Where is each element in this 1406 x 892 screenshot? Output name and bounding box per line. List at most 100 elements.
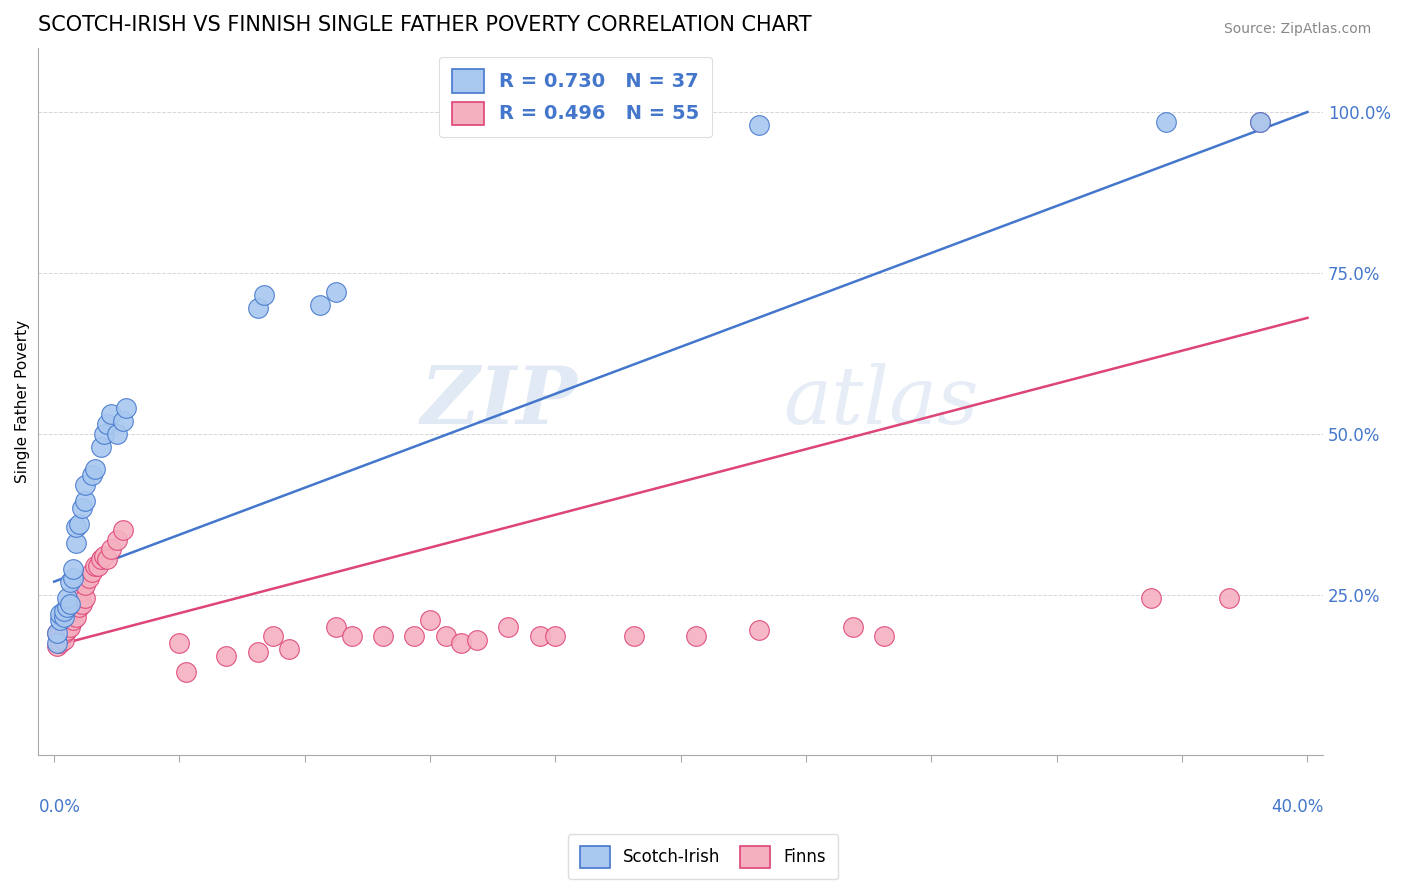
Point: [263, 629, 285, 643]
Point: [46, 626, 69, 640]
Point: [65, 597, 87, 611]
Point: [90, 552, 112, 566]
Point: [100, 542, 122, 557]
Point: [685, 629, 707, 643]
Point: [52, 610, 75, 624]
Point: [115, 401, 138, 415]
Point: [75, 578, 97, 592]
Point: [404, 629, 426, 643]
Point: [46, 639, 69, 653]
Point: [62, 571, 84, 585]
Point: [59, 620, 82, 634]
Text: 40.0%: 40.0%: [1271, 797, 1323, 816]
Point: [55, 591, 77, 605]
Point: [80, 565, 103, 579]
Point: [309, 298, 332, 312]
Point: [55, 613, 77, 627]
Point: [465, 632, 488, 647]
Point: [67, 591, 90, 605]
Point: [65, 520, 87, 534]
Point: [46, 636, 69, 650]
Point: [75, 591, 97, 605]
Point: [75, 478, 97, 492]
Point: [529, 629, 551, 643]
Point: [246, 301, 269, 316]
Point: [52, 632, 75, 647]
Point: [46, 626, 69, 640]
Point: [59, 597, 82, 611]
Text: SCOTCH-IRISH VS FINNISH SINGLE FATHER POVERTY CORRELATION CHART: SCOTCH-IRISH VS FINNISH SINGLE FATHER PO…: [38, 15, 813, 35]
Point: [419, 613, 441, 627]
Point: [49, 607, 72, 621]
Point: [1139, 591, 1161, 605]
Point: [72, 597, 94, 611]
Point: [544, 629, 567, 643]
Point: [1156, 114, 1178, 128]
Point: [52, 626, 75, 640]
Point: [373, 629, 395, 643]
Y-axis label: Single Father Poverty: Single Father Poverty: [15, 320, 30, 483]
Point: [67, 600, 90, 615]
Point: [62, 562, 84, 576]
Point: [169, 636, 191, 650]
Point: [77, 571, 100, 585]
Text: atlas: atlas: [783, 363, 979, 441]
Point: [623, 629, 645, 643]
Point: [75, 494, 97, 508]
Point: [93, 426, 115, 441]
Point: [340, 629, 363, 643]
Point: [72, 500, 94, 515]
Point: [55, 600, 77, 615]
Text: Source: ZipAtlas.com: Source: ZipAtlas.com: [1223, 22, 1371, 37]
Point: [253, 288, 276, 302]
Point: [112, 414, 135, 428]
Point: [434, 629, 457, 643]
Point: [49, 613, 72, 627]
Point: [49, 626, 72, 640]
Point: [873, 629, 896, 643]
Point: [450, 636, 472, 650]
Point: [96, 417, 118, 431]
Point: [325, 285, 347, 300]
Point: [83, 558, 105, 573]
Text: 0.0%: 0.0%: [38, 797, 80, 816]
Point: [498, 620, 520, 634]
Point: [278, 642, 301, 657]
Point: [59, 574, 82, 589]
Point: [67, 516, 90, 531]
Point: [105, 426, 128, 441]
Point: [498, 114, 520, 128]
Point: [52, 604, 75, 618]
Point: [325, 620, 347, 634]
Legend: R = 0.730   N = 37, R = 0.496   N = 55: R = 0.730 N = 37, R = 0.496 N = 55: [439, 57, 711, 137]
Point: [49, 636, 72, 650]
Point: [65, 610, 87, 624]
Point: [100, 408, 122, 422]
Point: [83, 462, 105, 476]
Point: [59, 610, 82, 624]
Point: [96, 552, 118, 566]
Point: [90, 440, 112, 454]
Point: [65, 536, 87, 550]
Point: [748, 623, 770, 637]
Point: [93, 549, 115, 563]
Point: [62, 604, 84, 618]
Point: [62, 613, 84, 627]
Point: [1249, 114, 1271, 128]
Point: [87, 558, 110, 573]
Text: ZIP: ZIP: [422, 363, 578, 441]
Legend: Scotch-Irish, Finns: Scotch-Irish, Finns: [568, 834, 838, 880]
Point: [215, 648, 238, 663]
Point: [55, 623, 77, 637]
Point: [529, 114, 551, 128]
Point: [1218, 591, 1240, 605]
Point: [105, 533, 128, 547]
Point: [842, 620, 865, 634]
Point: [1249, 114, 1271, 128]
Point: [246, 645, 269, 659]
Point: [623, 114, 645, 128]
Point: [174, 665, 197, 679]
Point: [72, 584, 94, 599]
Point: [748, 118, 770, 132]
Point: [112, 523, 135, 537]
